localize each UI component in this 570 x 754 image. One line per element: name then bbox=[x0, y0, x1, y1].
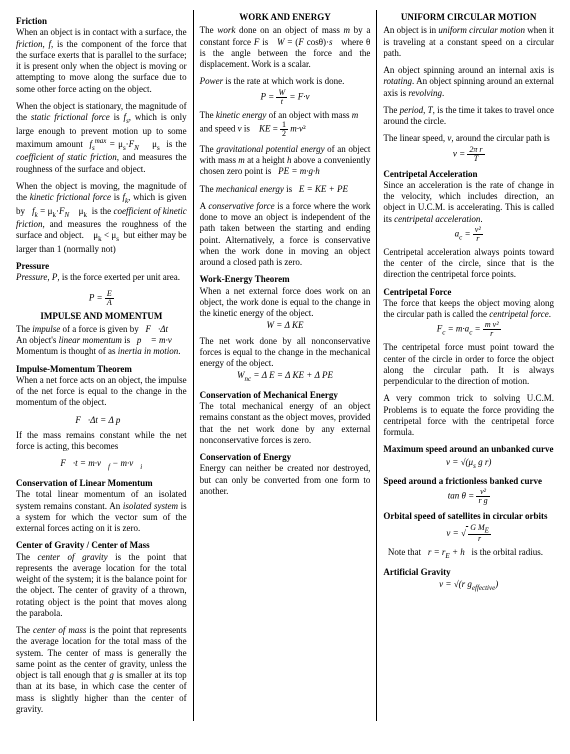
heading-cf: Centripetal Force bbox=[383, 287, 554, 298]
para-coe: Energy can neither be created nor destro… bbox=[200, 463, 371, 497]
para-gpe: The gravitational potential energy of an… bbox=[200, 144, 371, 178]
formula-max: v = √(μs g r) bbox=[383, 457, 554, 471]
column-middle: WORK AND ENERGY The work done on an obje… bbox=[193, 10, 378, 721]
heading-max: Maximum speed around an unbanked curve bbox=[383, 444, 554, 455]
para-com: The center of mass is the point that rep… bbox=[16, 625, 187, 715]
para-imt: When a net force acts on an object, the … bbox=[16, 375, 187, 409]
heading-imt: Impulse-Momentum Theorem bbox=[16, 364, 187, 375]
para-cf3: A very common trick to solving U.C.M. Pr… bbox=[383, 393, 554, 438]
para-wet2: The net work done by all nonconservative… bbox=[200, 336, 371, 370]
para-cog: The center of gravity is the point that … bbox=[16, 552, 187, 620]
para-orb: Note that r = rE + h is the orbital radi… bbox=[383, 547, 554, 561]
heading-pressure: Pressure bbox=[16, 261, 187, 272]
para-ke2: and speed v is KE = 12 m·v² bbox=[200, 121, 371, 138]
heading-cog: Center of Gravity / Center of Mass bbox=[16, 540, 187, 551]
formula-bank: tan θ = v²r g bbox=[383, 488, 554, 505]
para-ca2: Centripetal acceleration always points t… bbox=[383, 247, 554, 281]
formula-power: P = Wt = F·v bbox=[200, 89, 371, 106]
para-friction-1: When an object is in contact with a surf… bbox=[16, 27, 187, 95]
formula-wet: W = Δ KE bbox=[200, 320, 371, 331]
para-ca: Since an acceleration is the rate of cha… bbox=[383, 180, 554, 225]
heading-cme: Conservation of Mechanical Energy bbox=[200, 390, 371, 401]
heading-ag: Artificial Gravity bbox=[383, 567, 554, 578]
para-ucm2: An object spinning around an internal ax… bbox=[383, 65, 554, 99]
formula-ca: ac = v²r bbox=[383, 226, 554, 243]
para-ucm3: The period, T, is the time it takes to t… bbox=[383, 105, 554, 128]
para-impulse-3: Momentum is thought of as inertia in mot… bbox=[16, 346, 187, 357]
formula-wet2: Wnc = Δ E = Δ KE + Δ PE bbox=[200, 370, 371, 384]
para-ucm4: The linear speed, v, around the circular… bbox=[383, 133, 554, 144]
heading-friction: Friction bbox=[16, 16, 187, 27]
heading-bank: Speed around a frictionless banked curve bbox=[383, 476, 554, 487]
heading-clm: Conservation of Linear Momentum bbox=[16, 478, 187, 489]
formula-cf: Fc = m·ac = m v²r bbox=[383, 321, 554, 338]
page: Friction When an object is in contact wi… bbox=[10, 10, 560, 721]
para-cme: The total mechanical energy of an object… bbox=[200, 401, 371, 446]
para-imt2: If the mass remains constant while the n… bbox=[16, 430, 187, 453]
heading-ucm: UNIFORM CIRCULAR MOTION bbox=[383, 12, 554, 23]
heading-impulse: IMPULSE AND MOMENTUM bbox=[16, 311, 187, 322]
formula-ag: v = √(r geffective) bbox=[383, 579, 554, 593]
formula-ucm4: v = 2π rT bbox=[383, 146, 554, 163]
para-power: Power is the rate at which work is done. bbox=[200, 76, 371, 87]
column-left: Friction When an object is in contact wi… bbox=[10, 10, 193, 721]
para-ucm1: An object is in uniform circular motion … bbox=[383, 25, 554, 59]
para-impulse-1: The impulse of a force is given by F⃗·Δt bbox=[16, 324, 187, 335]
para-cons: A conservative force is a force where th… bbox=[200, 201, 371, 269]
para-impulse-2: An object's linear momentum is p⃗ = m·v⃗ bbox=[16, 335, 187, 346]
formula-orb: v = √ G MEr bbox=[383, 524, 554, 544]
para-friction-3: When the object is moving, the magnitude… bbox=[16, 181, 187, 255]
para-clm: The total linear momentum of an isolated… bbox=[16, 489, 187, 534]
heading-wet: Work-Energy Theorem bbox=[200, 274, 371, 285]
formula-imt2: F⃗·t = m·v⃗f − m·v⃗i bbox=[16, 458, 187, 472]
para-work: The work done on an object of mass m by … bbox=[200, 25, 371, 70]
heading-coe: Conservation of Energy bbox=[200, 452, 371, 463]
formula-imt: F⃗·Δt = Δ p⃗ bbox=[16, 415, 187, 426]
heading-work: WORK AND ENERGY bbox=[200, 12, 371, 23]
para-wet: When a net external force does work on a… bbox=[200, 286, 371, 320]
heading-orb: Orbital speed of satellites in circular … bbox=[383, 511, 554, 522]
para-cf2: The centripetal force must point toward … bbox=[383, 342, 554, 387]
para-me: The mechanical energy is E = KE + PE bbox=[200, 184, 371, 195]
para-cf: The force that keeps the object moving a… bbox=[383, 298, 554, 321]
para-pressure: Pressure, P, is the force exerted per un… bbox=[16, 272, 187, 283]
formula-pressure: P = EA bbox=[16, 290, 187, 307]
para-friction-2: When the object is stationary, the magni… bbox=[16, 101, 187, 175]
column-right: UNIFORM CIRCULAR MOTION An object is in … bbox=[377, 10, 560, 721]
heading-ca: Centripetal Acceleration bbox=[383, 169, 554, 180]
